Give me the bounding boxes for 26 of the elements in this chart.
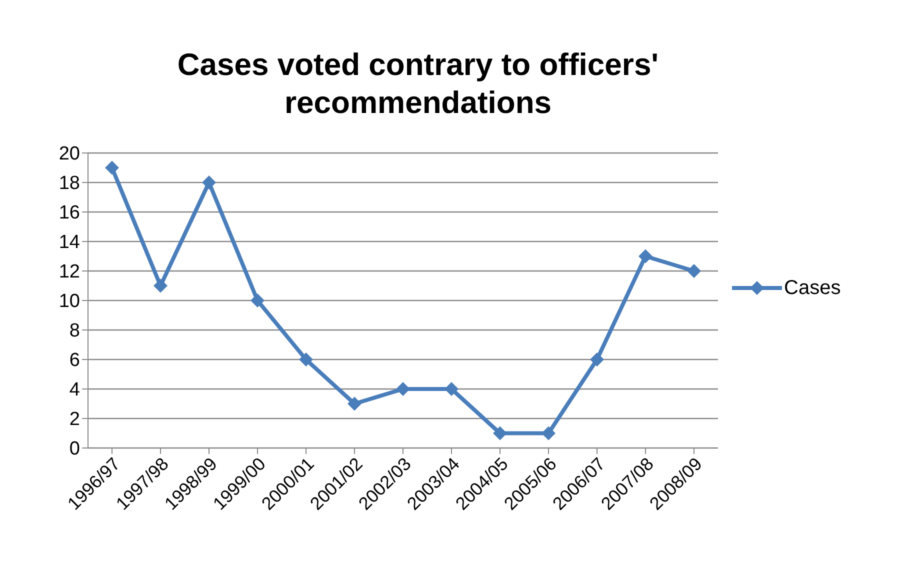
y-tick-label: 10 [58,291,80,312]
point [493,426,507,440]
y-tick-label: 6 [69,350,80,372]
legend-label: Cases [784,276,841,300]
y-tick-label: 16 [58,202,80,224]
point [396,382,410,396]
y-tick-label: 0 [69,438,80,460]
point [105,160,119,175]
point [444,382,458,396]
y-tick-label: 2 [69,409,80,430]
y-tick-label: 20 [58,144,80,165]
y-tick-label: 4 [69,380,80,401]
point [590,352,604,366]
point [250,294,264,308]
point [687,264,701,278]
point [202,176,216,190]
point [638,249,652,264]
y-tick-label: 18 [58,173,80,194]
point [299,352,313,366]
y-tick-label: 14 [58,232,80,254]
point [348,396,362,411]
y-tick-label: 12 [58,262,80,283]
point [542,426,556,440]
chart-title: Cases voted contrary to officers' recommendations [176,46,660,122]
y-tick-label: 8 [69,320,80,342]
point [154,278,168,293]
